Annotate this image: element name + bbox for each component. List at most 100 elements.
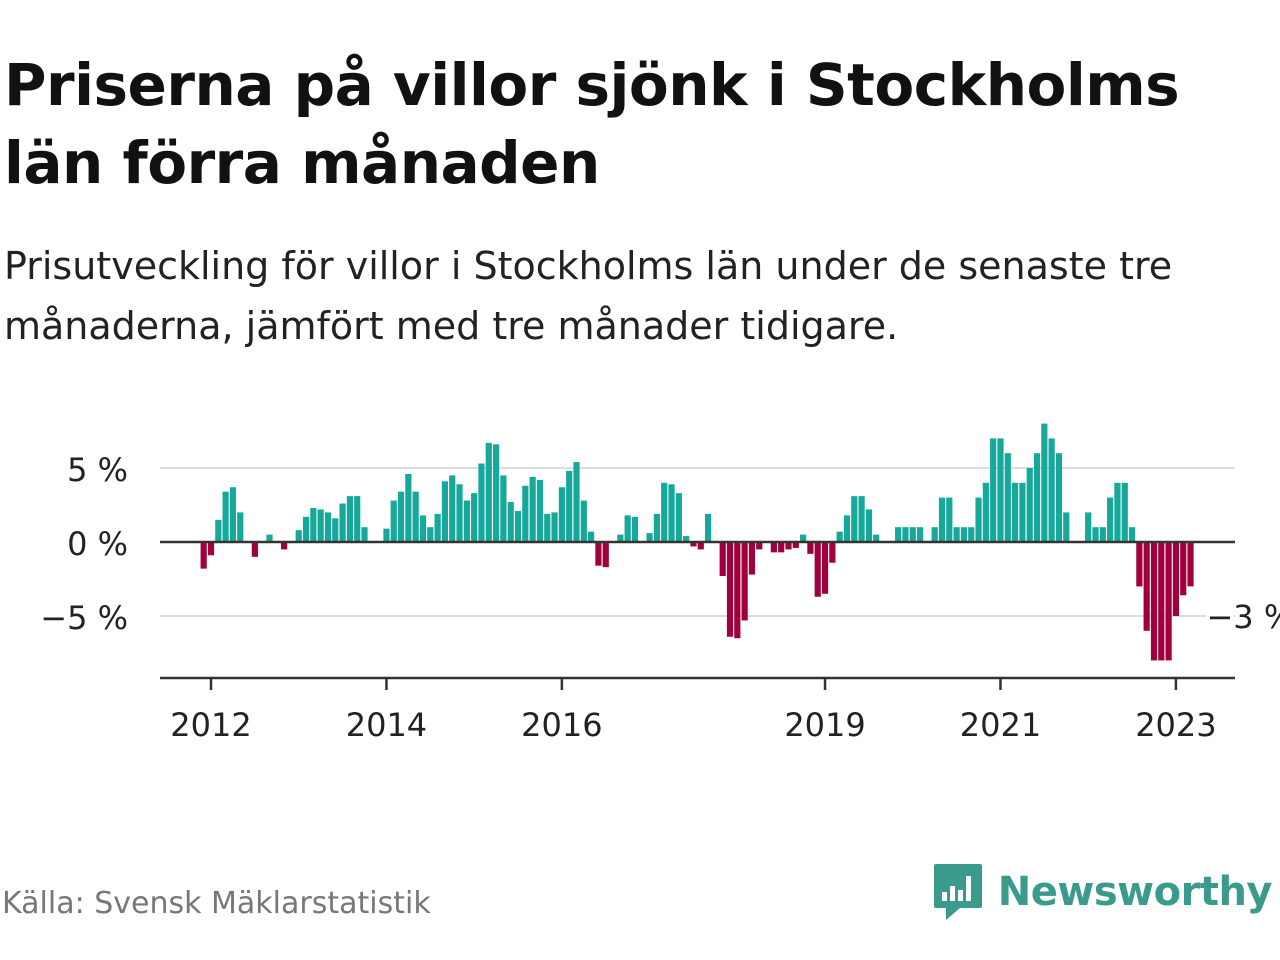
bar [463, 500, 470, 542]
bar [624, 515, 631, 542]
bar [339, 503, 346, 542]
bar [1033, 453, 1041, 542]
bar [1063, 512, 1070, 542]
bars [200, 423, 1194, 661]
y-tick-label: 5 % [67, 451, 128, 489]
bar [653, 513, 661, 542]
bar [566, 470, 573, 542]
bar [690, 542, 697, 547]
bar [821, 542, 829, 594]
bar [778, 542, 785, 553]
bar [354, 496, 361, 542]
bar [529, 476, 536, 542]
bar [1114, 482, 1121, 542]
bar [229, 487, 237, 542]
bar [719, 542, 726, 577]
chart-subtitle: Prisutveckling för villor i Stockholms l… [4, 244, 1173, 348]
bar [1107, 497, 1114, 542]
bar [704, 513, 712, 542]
bar [1026, 468, 1033, 542]
bar [1180, 542, 1187, 596]
x-tick-label: 2019 [784, 706, 865, 744]
bar [1158, 542, 1165, 661]
bar [865, 509, 872, 542]
bar [617, 534, 624, 542]
bar [427, 527, 434, 542]
bar [1128, 527, 1136, 542]
bar [1099, 527, 1106, 542]
bar [1085, 512, 1092, 542]
grid-lines [160, 467, 1235, 617]
annotation: −3 % [1202, 594, 1280, 640]
bar [990, 438, 997, 542]
bar [697, 542, 704, 550]
bar [997, 438, 1004, 542]
x-tick-label: 2016 [521, 706, 602, 744]
x-tick-label: 2012 [170, 706, 251, 744]
bar [200, 542, 207, 569]
bar [1004, 453, 1011, 542]
bar [602, 542, 609, 568]
x-tick-label: 2021 [960, 706, 1041, 744]
bar [317, 509, 324, 542]
bar [953, 527, 960, 542]
bar [829, 542, 836, 563]
bar [902, 527, 909, 542]
bar [756, 542, 763, 550]
bar [485, 442, 492, 542]
bar [551, 512, 558, 542]
bar [514, 510, 522, 542]
bar [383, 528, 390, 542]
bar [843, 515, 851, 542]
bar [851, 496, 858, 542]
brand-name: Newsworthy [997, 869, 1273, 915]
bar [1136, 542, 1143, 587]
bar [938, 497, 946, 542]
bar [1121, 482, 1128, 542]
bar [646, 533, 653, 542]
bar [836, 531, 843, 542]
bar [726, 542, 734, 637]
bar [946, 497, 953, 542]
bar [580, 500, 587, 542]
brand-logo: Newsworthy [932, 862, 1273, 922]
bar [960, 527, 968, 542]
bar [207, 542, 215, 556]
bar [573, 462, 580, 542]
bar-chart: 5 % 0 % −5 % 2012 2014 2016 2019 2021 2023 −3 % [40, 423, 1280, 744]
bar [434, 513, 441, 542]
bar [310, 507, 317, 542]
bar [281, 542, 288, 550]
bar [492, 444, 500, 542]
bar [588, 531, 595, 542]
bar [1048, 438, 1055, 542]
bar [361, 527, 368, 542]
bar [748, 542, 756, 575]
bar [916, 527, 924, 542]
bar [215, 519, 222, 542]
bar [1041, 423, 1048, 542]
x-tick-label: 2014 [346, 706, 427, 744]
bar [807, 542, 814, 554]
y-axis-ticks: 5 % 0 % −5 % [40, 451, 128, 637]
bar [982, 482, 989, 542]
bar [419, 515, 427, 542]
bar [507, 502, 514, 542]
bar [975, 497, 982, 542]
bar [295, 530, 302, 542]
bar [251, 542, 258, 557]
bar [471, 493, 478, 542]
bar [1165, 542, 1172, 661]
bar [1187, 542, 1194, 587]
bar [522, 485, 529, 542]
bar [544, 513, 551, 542]
bar [631, 516, 639, 542]
bar [668, 484, 675, 542]
bar [1150, 542, 1158, 661]
bar [346, 496, 353, 542]
bar [456, 484, 463, 542]
bar [397, 491, 405, 542]
bar [237, 512, 244, 542]
bar [734, 542, 741, 639]
bar [909, 527, 916, 542]
